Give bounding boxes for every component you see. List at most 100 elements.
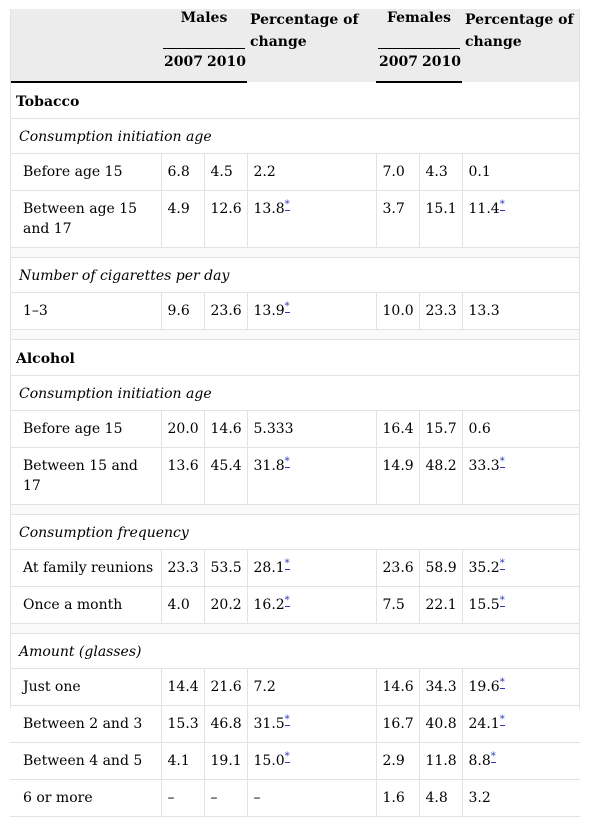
cell-males-2007: 13.6 — [161, 447, 205, 505]
cell-males-2007-value: 20.0 — [167, 421, 199, 437]
cell-males-2010: 45.4 — [204, 447, 248, 505]
cell-females-pct-value: 0.1 — [468, 164, 491, 180]
cell-males-pct: 13.9* — [247, 292, 377, 330]
header-females-pct-change: Percentage of change — [462, 9, 581, 82]
cell-females-2010-value: 40.8 — [425, 716, 457, 732]
cell-females-pct-value: 13.3 — [468, 303, 500, 319]
cell-males-2010: 46.8 — [204, 705, 248, 743]
significance-footnote-link[interactable]: * — [499, 199, 505, 212]
cell-females-2007: 3.7 — [376, 190, 420, 248]
significance-footnote-link[interactable]: * — [284, 199, 290, 212]
cell-males-2010-value: 12.6 — [210, 201, 242, 217]
row-label-value: Once a month — [23, 597, 123, 613]
significance-footnote-link[interactable]: * — [499, 714, 505, 727]
row-spacer — [10, 504, 581, 515]
cell-males-2010-value: 46.8 — [210, 716, 242, 732]
cell-males-2010: 20.2 — [204, 586, 248, 624]
significance-footnote-link[interactable]: * — [490, 751, 496, 764]
significance-footnote-link[interactable]: * — [499, 677, 505, 690]
cell-males-2007: 4.1 — [161, 742, 205, 780]
subsection-amount-glasses: Amount (glasses) — [10, 633, 581, 669]
cell-males-2010: – — [204, 779, 248, 817]
header-males-2010: 2010 — [204, 49, 247, 83]
cell-females-pct: 33.3* — [462, 447, 581, 505]
row-label-value: Just one — [23, 679, 81, 695]
cell-females-2010: 4.3 — [419, 153, 463, 191]
row-label-value: 6 or more — [23, 790, 93, 806]
significance-footnote-link[interactable]: * — [284, 558, 290, 571]
cell-males-pct-value: 28.1 — [253, 560, 285, 576]
cell-males-pct-value: 13.8 — [253, 201, 285, 217]
cell-females-2010: 58.9 — [419, 549, 463, 587]
row-label: Once a month — [10, 586, 162, 624]
cell-males-2010-value: – — [210, 790, 218, 806]
cell-males-2007: 4.9 — [161, 190, 205, 248]
cell-females-2007: 14.9 — [376, 447, 420, 505]
header-empty-cell — [10, 9, 161, 49]
cell-females-2007: 14.6 — [376, 668, 420, 706]
cell-females-2010: 34.3 — [419, 668, 463, 706]
cell-females-2007: 7.5 — [376, 586, 420, 624]
row-label-value: Before age 15 — [23, 421, 123, 437]
cell-males-2007: 4.0 — [161, 586, 205, 624]
cell-females-2010-value: 11.8 — [425, 753, 457, 769]
significance-footnote-link[interactable]: * — [499, 456, 505, 469]
significance-footnote-link[interactable]: * — [284, 714, 290, 727]
cell-males-2010-value: 19.1 — [210, 753, 242, 769]
table-row: Between 2 and 3 15.3 46.8 31.5* 16.7 40.8 24.1… — [10, 705, 581, 743]
cell-females-2007-value: 14.9 — [382, 458, 414, 474]
cell-females-pct-value: 8.8 — [468, 753, 491, 769]
cell-females-2010: 22.1 — [419, 586, 463, 624]
significance-footnote-link[interactable]: * — [284, 301, 290, 314]
cell-males-2007: 23.3 — [161, 549, 205, 587]
cell-females-2007-value: 10.0 — [382, 303, 414, 319]
cell-females-pct-value: 0.6 — [468, 421, 491, 437]
significance-footnote-link[interactable]: * — [284, 595, 290, 608]
cell-males-2007-value: 4.9 — [167, 201, 190, 217]
row-label: Just one — [10, 668, 162, 706]
cell-females-2010-value: 4.8 — [425, 790, 448, 806]
cell-females-2010: 11.8 — [419, 742, 463, 780]
cell-females-2007-value: 7.5 — [382, 597, 405, 613]
row-label: Before age 15 — [10, 153, 162, 191]
cell-males-2010-value: 21.6 — [210, 679, 242, 695]
cell-females-2007: 23.6 — [376, 549, 420, 587]
table-row: Between 15 and 17 13.6 45.4 31.8* 14.9 48.2 33… — [10, 447, 581, 505]
cell-males-2007: 20.0 — [161, 410, 205, 448]
significance-footnote-link[interactable]: * — [499, 595, 505, 608]
cell-females-2007: 7.0 — [376, 153, 420, 191]
cell-females-2007-value: 23.6 — [382, 560, 414, 576]
cell-females-pct: 0.6 — [462, 410, 581, 448]
cell-females-2010: 15.1 — [419, 190, 463, 248]
cell-males-2007-value: – — [167, 790, 175, 806]
cell-females-2007: 10.0 — [376, 292, 420, 330]
cell-males-pct-value: 13.9 — [253, 303, 285, 319]
significance-footnote-link[interactable]: * — [284, 456, 290, 469]
row-label: Before age 15 — [10, 410, 162, 448]
consumption-table: Males Percentage of change Females Perce… — [10, 9, 581, 817]
cell-males-2007-value: 13.6 — [167, 458, 199, 474]
data-table-container: Males Percentage of change Females Perce… — [10, 9, 581, 817]
header-females-2007: 2007 — [376, 49, 419, 83]
cell-males-pct: 31.5* — [247, 705, 377, 743]
table-row: 1–3 9.6 23.6 13.9* 10.0 23.3 13.3 — [10, 292, 581, 330]
row-label: Between 2 and 3 — [10, 705, 162, 743]
significance-footnote-link[interactable]: * — [284, 751, 290, 764]
cell-males-pct: 16.2* — [247, 586, 377, 624]
cell-females-2007: 16.4 — [376, 410, 420, 448]
cell-females-pct: 15.5* — [462, 586, 581, 624]
cell-females-2007-value: 14.6 — [382, 679, 414, 695]
cell-males-2007: 15.3 — [161, 705, 205, 743]
cell-females-2010-value: 58.9 — [425, 560, 457, 576]
row-label-value: Between 4 and 5 — [23, 753, 143, 769]
significance-footnote-link[interactable]: * — [499, 558, 505, 571]
cell-males-pct-value: 5.333 — [253, 421, 294, 437]
cell-females-pct: 35.2* — [462, 549, 581, 587]
cell-females-pct-value: 19.6 — [468, 679, 500, 695]
cell-females-2010-value: 23.3 — [425, 303, 457, 319]
cell-males-2010: 21.6 — [204, 668, 248, 706]
cell-females-2010: 48.2 — [419, 447, 463, 505]
subsection-cigarettes-per-day: Number of cigarettes per day — [10, 257, 581, 293]
row-spacer — [10, 247, 581, 258]
cell-males-2010: 53.5 — [204, 549, 248, 587]
